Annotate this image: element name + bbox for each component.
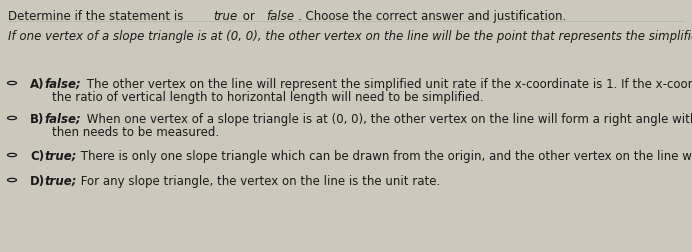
Text: false;: false; [45, 78, 82, 91]
Text: false: false [266, 10, 294, 23]
Text: B): B) [30, 113, 44, 125]
Text: true;: true; [45, 174, 77, 187]
Text: or: or [239, 10, 258, 23]
Text: . Choose the correct answer and justification.: . Choose the correct answer and justific… [298, 10, 566, 23]
Text: true: true [213, 10, 237, 23]
Text: There is only one slope triangle which can be drawn from the origin, and the oth: There is only one slope triangle which c… [77, 149, 692, 162]
Text: C): C) [30, 149, 44, 162]
Text: true;: true; [45, 149, 77, 162]
Text: the ratio of vertical length to horizontal length will need to be simplified.: the ratio of vertical length to horizont… [52, 91, 484, 104]
Text: For any slope triangle, the vertex on the line is the unit rate.: For any slope triangle, the vertex on th… [77, 174, 440, 187]
Text: false;: false; [45, 113, 82, 125]
Text: A): A) [30, 78, 44, 91]
Text: Determine if the statement is: Determine if the statement is [8, 10, 187, 23]
Text: If one vertex of a slope triangle is at (0, 0), the other vertex on the line wil: If one vertex of a slope triangle is at … [8, 30, 692, 43]
Text: When one vertex of a slope triangle is at (0, 0), the other vertex on the line w: When one vertex of a slope triangle is a… [83, 113, 692, 125]
Text: then needs to be measured.: then needs to be measured. [52, 125, 219, 138]
Text: D): D) [30, 174, 45, 187]
Text: The other vertex on the line will represent the simplified unit rate if the x-co: The other vertex on the line will repres… [83, 78, 692, 91]
